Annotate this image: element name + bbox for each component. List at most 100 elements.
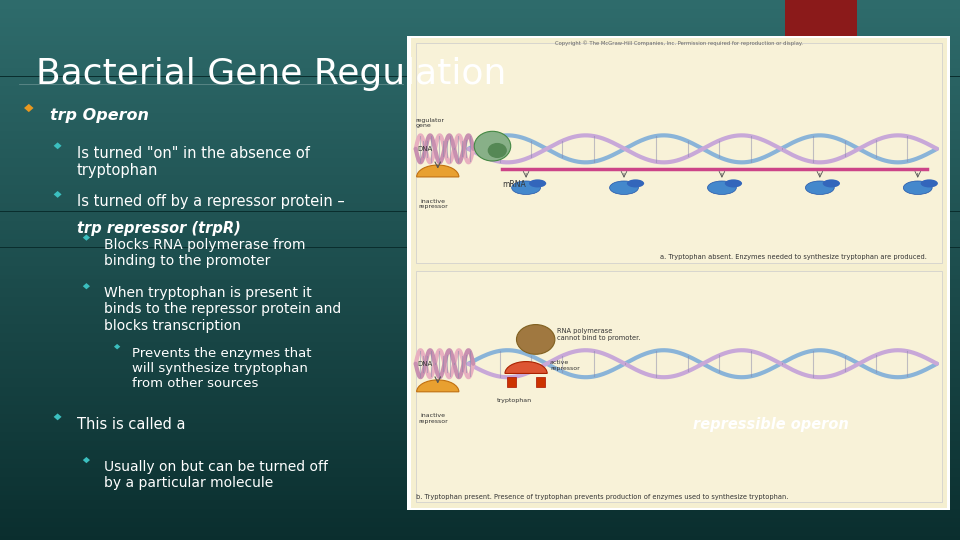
Bar [0,45,960,50]
Bar [0,261,960,266]
Polygon shape [83,234,90,241]
Ellipse shape [474,131,511,161]
Bar [0,446,960,450]
Bar [0,364,960,369]
Bar [0,198,960,202]
Bar [0,320,960,324]
Bar [0,360,960,364]
Polygon shape [83,457,90,463]
Polygon shape [54,414,61,420]
Bar [0,112,960,117]
Bar [0,509,960,513]
Bar [0,500,960,504]
Bar [0,382,960,387]
Ellipse shape [903,181,932,194]
Text: DNA: DNA [418,361,433,367]
Text: Is turned off by a repressor protein –: Is turned off by a repressor protein – [77,194,345,210]
Bar [0,301,960,306]
Wedge shape [505,362,547,374]
Bar [0,230,960,234]
Bar [0,266,960,270]
Bar [0,104,960,108]
Bar [0,90,960,94]
Bar [0,72,960,77]
Bar [0,405,960,409]
Bar [0,207,960,212]
Bar [507,377,516,387]
Bar [0,297,960,301]
Text: b. Tryptophan present. Presence of tryptophan prevents production of enzymes use: b. Tryptophan present. Presence of trypt… [416,494,788,500]
Bar [0,202,960,207]
Bar [416,272,942,502]
Bar [0,58,960,63]
Bar [0,189,960,193]
Bar [0,486,960,490]
Bar [416,43,942,264]
Bar [0,387,960,392]
Text: regulator
gene: regulator gene [416,118,444,129]
Bar [0,270,960,274]
Bar [0,279,960,284]
Bar [0,122,960,126]
Ellipse shape [823,179,840,187]
Bar [0,351,960,355]
Bar [0,139,960,144]
Wedge shape [417,165,459,177]
Bar [0,135,960,139]
Bar [0,99,960,104]
Text: a. Tryptophan absent. Enzymes needed to synthesize tryptophan are produced.: a. Tryptophan absent. Enzymes needed to … [660,254,926,260]
Bar [0,126,960,131]
Bar [0,50,960,54]
Bar [0,401,960,405]
Bar [0,166,960,171]
Bar [0,459,960,463]
Bar [0,409,960,414]
Bar [0,310,960,315]
Bar [536,377,545,387]
Bar [0,117,960,122]
Polygon shape [54,143,61,149]
Text: Is turned "on" in the absence of
tryptophan: Is turned "on" in the absence of tryptop… [77,146,310,178]
Bar [0,455,960,459]
Bar [0,418,960,423]
Bar [0,428,960,432]
Bar [0,526,960,531]
Bar [0,490,960,495]
Bar [0,482,960,486]
Ellipse shape [805,181,834,194]
Bar [0,144,960,148]
Bar [0,396,960,401]
Bar [0,495,960,500]
Bar [0,225,960,229]
Bar [0,468,960,472]
Bar [0,94,960,99]
Bar [0,234,960,239]
Text: active
repressor: active repressor [550,360,580,371]
Ellipse shape [725,179,742,187]
Bar [0,212,960,216]
Bar [0,504,960,509]
Text: Prevents the enzymes that
will synthesize tryptophan
from other sources: Prevents the enzymes that will synthesiz… [132,347,312,390]
Bar [0,36,960,40]
Bar [0,477,960,482]
Bar [0,423,960,428]
Text: inactive
repressor: inactive repressor [419,414,447,424]
Bar [0,324,960,328]
Bar [0,68,960,72]
Text: tryptophan: tryptophan [497,398,532,403]
Bar [0,220,960,225]
Polygon shape [114,344,120,349]
Bar [0,193,960,198]
Bar [0,293,960,297]
Bar [0,40,960,45]
Bar [0,239,960,243]
Bar [0,333,960,338]
Bar [0,27,960,31]
Bar [0,414,960,418]
Bar [785,0,857,100]
Bar [0,463,960,468]
Bar [0,85,960,90]
Bar [0,171,960,176]
Bar [0,158,960,162]
Bar [0,284,960,288]
